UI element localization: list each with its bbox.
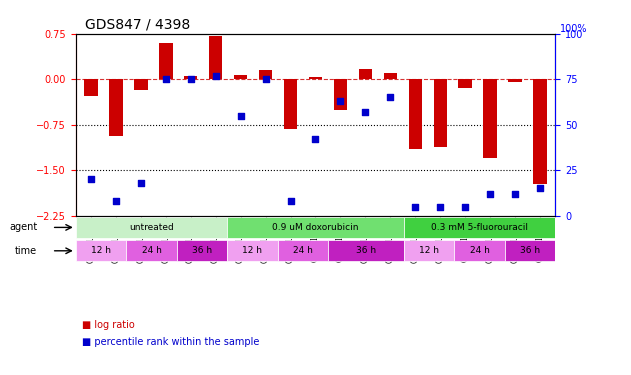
Point [211,73,221,79]
Bar [384,73,398,79]
Point [235,112,245,118]
Point [360,109,370,115]
Bar [408,79,422,149]
FancyBboxPatch shape [505,240,555,261]
Text: agent: agent [9,222,37,232]
Point [186,76,196,82]
FancyBboxPatch shape [278,240,328,261]
FancyBboxPatch shape [328,240,404,261]
Text: ■ log ratio: ■ log ratio [82,320,135,330]
Bar [483,79,497,158]
FancyBboxPatch shape [454,240,505,261]
Bar [84,79,98,96]
Text: time: time [15,246,37,256]
FancyBboxPatch shape [126,240,177,261]
Bar [459,79,472,88]
Text: 0.3 mM 5-fluorouracil: 0.3 mM 5-fluorouracil [431,223,528,232]
Bar [184,76,198,79]
Bar [134,79,148,90]
Point [110,198,121,204]
Text: 36 h: 36 h [520,246,540,255]
FancyBboxPatch shape [404,217,555,238]
Text: 24 h: 24 h [469,246,490,255]
Text: 36 h: 36 h [192,246,212,255]
Text: 24 h: 24 h [293,246,313,255]
Point [261,76,271,82]
Text: untreated: untreated [129,223,174,232]
Point [410,204,420,210]
Bar [533,79,547,184]
Bar [209,36,223,79]
Bar [159,43,172,79]
Text: ■ percentile rank within the sample: ■ percentile rank within the sample [82,337,259,347]
FancyBboxPatch shape [177,240,227,261]
FancyBboxPatch shape [404,240,454,261]
Point [510,191,521,197]
Text: 12 h: 12 h [419,246,439,255]
Bar [509,79,522,82]
Text: 12 h: 12 h [91,246,111,255]
Point [160,76,170,82]
Point [285,198,295,204]
Point [386,94,396,100]
Bar [233,75,247,79]
Bar [358,69,372,79]
Point [136,180,146,186]
Bar [284,79,297,129]
Point [310,136,321,142]
Text: GDS847 / 4398: GDS847 / 4398 [85,17,191,31]
Point [460,204,470,210]
Bar [309,77,322,79]
Point [435,204,445,210]
FancyBboxPatch shape [227,217,404,238]
Bar [433,79,447,147]
Text: 36 h: 36 h [356,246,376,255]
Point [336,98,346,104]
FancyBboxPatch shape [76,217,227,238]
Text: 100%: 100% [560,24,587,34]
Bar [109,79,122,136]
Text: 12 h: 12 h [242,246,262,255]
Point [485,191,495,197]
Text: 24 h: 24 h [141,246,162,255]
Text: 0.9 uM doxorubicin: 0.9 uM doxorubicin [272,223,359,232]
Bar [259,70,273,79]
Bar [334,79,347,110]
FancyBboxPatch shape [227,240,278,261]
Point [86,176,96,182]
FancyBboxPatch shape [76,240,126,261]
Point [535,185,545,191]
